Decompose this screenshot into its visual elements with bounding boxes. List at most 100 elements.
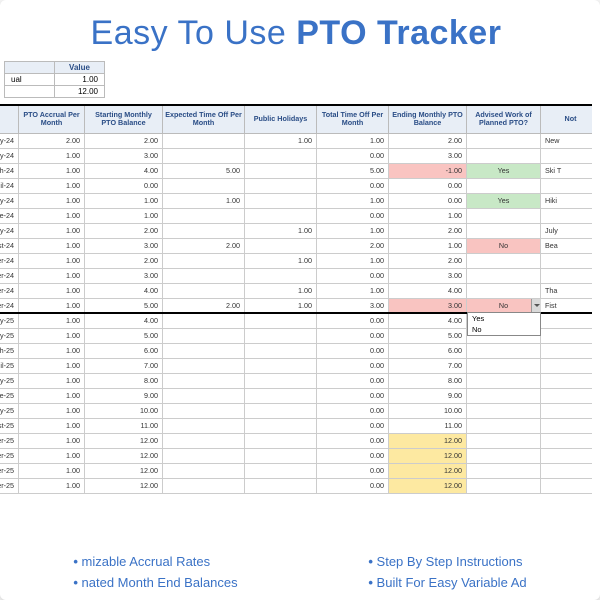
cell[interactable]: 0.00	[317, 148, 389, 163]
cell[interactable]: 2.00	[85, 223, 163, 238]
cell[interactable]: 1.00	[19, 208, 85, 223]
cell[interactable]: 0.00	[317, 433, 389, 448]
cell[interactable]	[467, 448, 541, 463]
cell[interactable]	[163, 283, 245, 298]
cell[interactable]: 5.00	[85, 328, 163, 343]
cell[interactable]: -1.00	[389, 163, 467, 178]
cell[interactable]: 0.00	[317, 358, 389, 373]
cell[interactable]: 12.00	[389, 478, 467, 493]
cell[interactable]	[541, 373, 593, 388]
cell[interactable]: 0.00	[317, 328, 389, 343]
cell[interactable]	[541, 448, 593, 463]
cell[interactable]	[245, 403, 317, 418]
mini-r1c2[interactable]: 1.00	[55, 74, 105, 86]
cell[interactable]: 0.00	[389, 178, 467, 193]
cell[interactable]: 1.00	[85, 208, 163, 223]
cell[interactable]	[541, 253, 593, 268]
cell[interactable]: 1.00	[245, 133, 317, 148]
cell[interactable]: 5.00	[389, 328, 467, 343]
cell[interactable]	[245, 328, 317, 343]
cell[interactable]	[467, 403, 541, 418]
cell[interactable]: 1.00	[317, 223, 389, 238]
dropdown-button[interactable]	[531, 299, 541, 313]
cell[interactable]: st-25	[0, 418, 19, 433]
cell[interactable]: 7.00	[389, 358, 467, 373]
cell[interactable]	[163, 433, 245, 448]
cell[interactable]: 1.00	[19, 403, 85, 418]
cell[interactable]: 1.00	[317, 133, 389, 148]
cell[interactable]	[467, 178, 541, 193]
cell[interactable]: er-25	[0, 433, 19, 448]
cell[interactable]	[163, 358, 245, 373]
cell[interactable]: 1.00	[85, 193, 163, 208]
cell[interactable]	[541, 328, 593, 343]
cell[interactable]: e-24	[0, 208, 19, 223]
cell[interactable]: 1.00	[19, 328, 85, 343]
cell[interactable]: 1.00	[19, 463, 85, 478]
cell[interactable]	[541, 418, 593, 433]
cell[interactable]: er-25	[0, 448, 19, 463]
dropdown-option[interactable]: Yes	[468, 313, 540, 324]
cell[interactable]: 2.00	[163, 298, 245, 313]
cell[interactable]	[541, 343, 593, 358]
cell[interactable]: 3.00	[389, 268, 467, 283]
cell[interactable]	[245, 268, 317, 283]
cell[interactable]	[467, 343, 541, 358]
cell[interactable]: 5.00	[317, 163, 389, 178]
cell[interactable]: 1.00	[19, 268, 85, 283]
cell[interactable]: 2.00	[389, 253, 467, 268]
cell[interactable]: 4.00	[389, 283, 467, 298]
cell[interactable]	[163, 133, 245, 148]
cell[interactable]: 0.00	[317, 418, 389, 433]
cell[interactable]: 3.00	[85, 268, 163, 283]
cell[interactable]: 10.00	[85, 403, 163, 418]
cell[interactable]: July	[541, 223, 593, 238]
cell[interactable]: 0.00	[317, 373, 389, 388]
cell[interactable]	[163, 478, 245, 493]
cell[interactable]: Bea	[541, 238, 593, 253]
cell[interactable]	[541, 313, 593, 328]
cell[interactable]	[467, 283, 541, 298]
cell[interactable]: 5.00	[85, 298, 163, 313]
cell[interactable]	[163, 253, 245, 268]
cell[interactable]	[467, 223, 541, 238]
cell[interactable]: y-25	[0, 373, 19, 388]
cell[interactable]: 4.00	[389, 313, 467, 328]
cell[interactable]: y-24	[0, 193, 19, 208]
cell[interactable]: Tha	[541, 283, 593, 298]
dropdown-list[interactable]: YesNo	[467, 312, 541, 336]
cell[interactable]: Yes	[467, 163, 541, 178]
cell[interactable]: 1.00	[245, 298, 317, 313]
cell[interactable]	[541, 433, 593, 448]
cell[interactable]: y-25	[0, 403, 19, 418]
cell[interactable]: 1.00	[19, 223, 85, 238]
cell[interactable]: 0.00	[317, 403, 389, 418]
cell[interactable]	[245, 163, 317, 178]
cell[interactable]: er-25	[0, 478, 19, 493]
cell[interactable]	[245, 358, 317, 373]
cell[interactable]: 0.00	[317, 463, 389, 478]
cell[interactable]	[245, 433, 317, 448]
cell[interactable]: NoYesNo	[467, 298, 541, 313]
cell[interactable]	[163, 268, 245, 283]
cell[interactable]: Ski T	[541, 163, 593, 178]
cell[interactable]: 1.00	[19, 238, 85, 253]
cell[interactable]: 0.00	[317, 388, 389, 403]
cell[interactable]: 2.00	[85, 253, 163, 268]
cell[interactable]: Hiki	[541, 193, 593, 208]
cell[interactable]	[541, 268, 593, 283]
cell[interactable]: 2.00	[19, 133, 85, 148]
cell[interactable]: 2.00	[85, 133, 163, 148]
cell[interactable]: ry-25	[0, 313, 19, 328]
cell[interactable]	[467, 478, 541, 493]
cell[interactable]: 6.00	[389, 343, 467, 358]
cell[interactable]: st-24	[0, 238, 19, 253]
cell[interactable]: 4.00	[85, 313, 163, 328]
cell[interactable]: 1.00	[19, 433, 85, 448]
cell[interactable]	[163, 208, 245, 223]
mini-r2c2[interactable]: 12.00	[55, 86, 105, 98]
cell[interactable]: 2.00	[163, 238, 245, 253]
cell[interactable]	[163, 328, 245, 343]
cell[interactable]: ry-25	[0, 328, 19, 343]
cell[interactable]: 1.00	[19, 148, 85, 163]
